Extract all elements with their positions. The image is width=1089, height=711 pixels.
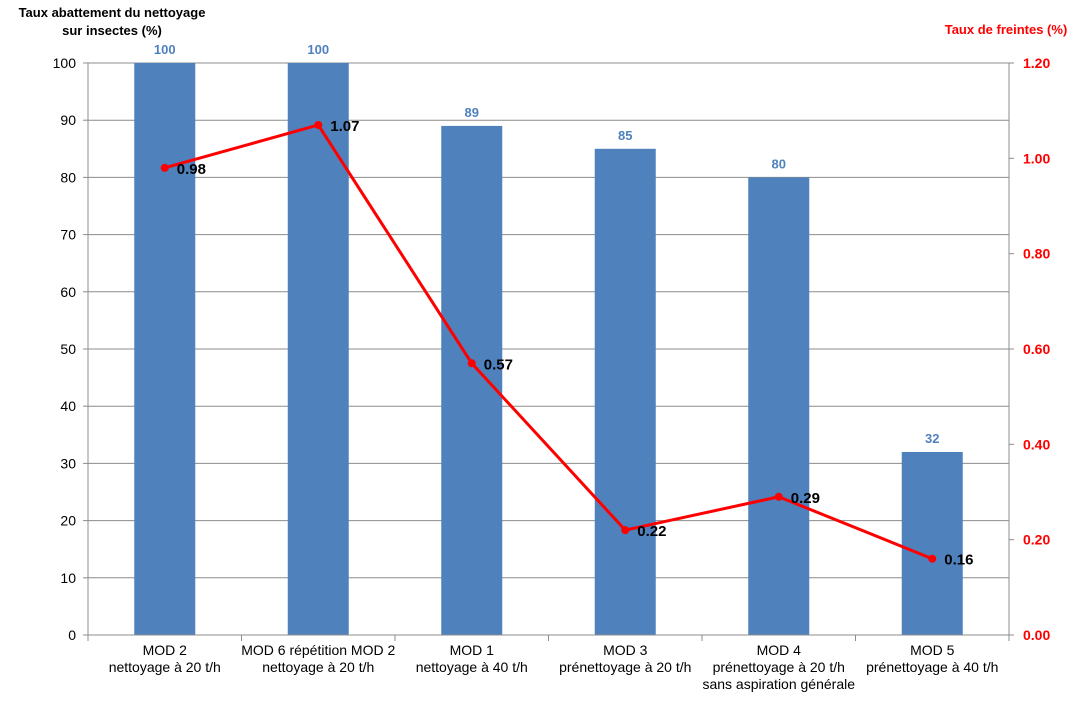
line-point (467, 359, 476, 368)
category-label: MOD 1 nettoyage à 40 t/h (416, 642, 528, 675)
category-label-line: MOD 3 (603, 642, 648, 658)
line-point (621, 526, 630, 535)
category-label-line: MOD 4 (757, 642, 802, 658)
bar-value-label: 85 (618, 128, 632, 143)
left-tick-label: 90 (60, 112, 76, 128)
bar (441, 125, 503, 636)
category-label-line: MOD 6 répétition MOD 2 (241, 642, 395, 658)
left-tick-label: 80 (60, 169, 76, 185)
line-path (164, 123, 933, 561)
category-label-line: MOD 5 (910, 642, 955, 658)
bar-series (134, 63, 963, 636)
category-label-line: nettoyage à 20 t/h (262, 659, 374, 675)
point-value-label: 0.98 (177, 161, 206, 178)
category-label-line: prénettoyage à 20 t/h (559, 659, 691, 675)
left-tick-label: 10 (60, 570, 76, 586)
left-axis-title-line: sur insectes (%) (62, 23, 162, 38)
right-tick-label: 0.60 (1023, 341, 1050, 357)
point-value-label: 0.57 (484, 356, 513, 373)
bar-value-label: 100 (307, 42, 329, 57)
right-tick-label: 0.20 (1023, 532, 1050, 548)
left-tick-label: 100 (53, 55, 77, 71)
category-label-line: prénettoyage à 20 t/h (713, 659, 845, 675)
right-tick-label: 0.80 (1023, 246, 1050, 262)
right-tick-label: 1.20 (1023, 55, 1050, 71)
right-axis-title: Taux de freintes (%) (945, 22, 1068, 37)
category-label: MOD 4 prénettoyage à 20 t/h sans aspiratio… (702, 642, 855, 692)
axes: 0 10 20 30 40 50 60 70 80 90 100 0.00 0.20 0.40 0.60 0.… (19, 5, 1068, 692)
bar (134, 63, 196, 635)
left-tick-label: 0 (68, 627, 76, 643)
left-axis-title-line: Taux abattement du nettoyage (19, 5, 206, 20)
bar (748, 177, 810, 635)
category-label: MOD 5 prénettoyage à 40 t/h (866, 642, 998, 675)
line-point (774, 492, 783, 501)
point-value-label: 0.16 (944, 552, 973, 569)
bar-value-label: 80 (772, 156, 786, 171)
point-value-label: 1.07 (330, 118, 359, 135)
left-tick-label: 20 (60, 513, 76, 529)
gridlines (88, 62, 1009, 579)
point-value-label: 0.22 (637, 523, 666, 540)
bar (594, 148, 656, 636)
bar-value-label: 89 (465, 105, 479, 120)
category-label-line: MOD 2 (143, 642, 188, 658)
line-point (160, 163, 169, 172)
right-tick-label: 0.00 (1023, 627, 1050, 643)
left-tick-label: 30 (60, 455, 76, 471)
category-label: MOD 2 nettoyage à 20 t/h (109, 642, 221, 675)
bar (287, 63, 349, 635)
category-label: MOD 3 prénettoyage à 20 t/h (559, 642, 691, 675)
right-tick-label: 1.00 (1023, 150, 1050, 166)
category-label-line: sans aspiration générale (702, 676, 855, 692)
line-point (314, 120, 323, 129)
point-value-label: 0.29 (791, 490, 820, 507)
labels: 100 100 89 85 80 32 0.98 1.07 0.57 0.22 0.29 0.16 (154, 42, 974, 569)
left-tick-label: 50 (60, 341, 76, 357)
category-label-line: nettoyage à 20 t/h (109, 659, 221, 675)
left-tick-label: 70 (60, 227, 76, 243)
line-series (160, 120, 937, 563)
bar-value-label: 32 (925, 431, 939, 446)
right-tick-label: 0.40 (1023, 436, 1050, 452)
category-label: MOD 6 répétition MOD 2 nettoyage à 20 t/h (241, 642, 395, 675)
bar (901, 451, 963, 635)
category-label-line: nettoyage à 40 t/h (416, 659, 528, 675)
category-label-line: prénettoyage à 40 t/h (866, 659, 998, 675)
left-tick-label: 40 (60, 398, 76, 414)
left-tick-label: 60 (60, 284, 76, 300)
left-axis-title: Taux abattement du nettoyage sur insectes… (19, 5, 206, 38)
category-label-line: MOD 1 (450, 642, 495, 658)
line-point (928, 554, 937, 563)
bar-value-label: 100 (154, 42, 176, 57)
